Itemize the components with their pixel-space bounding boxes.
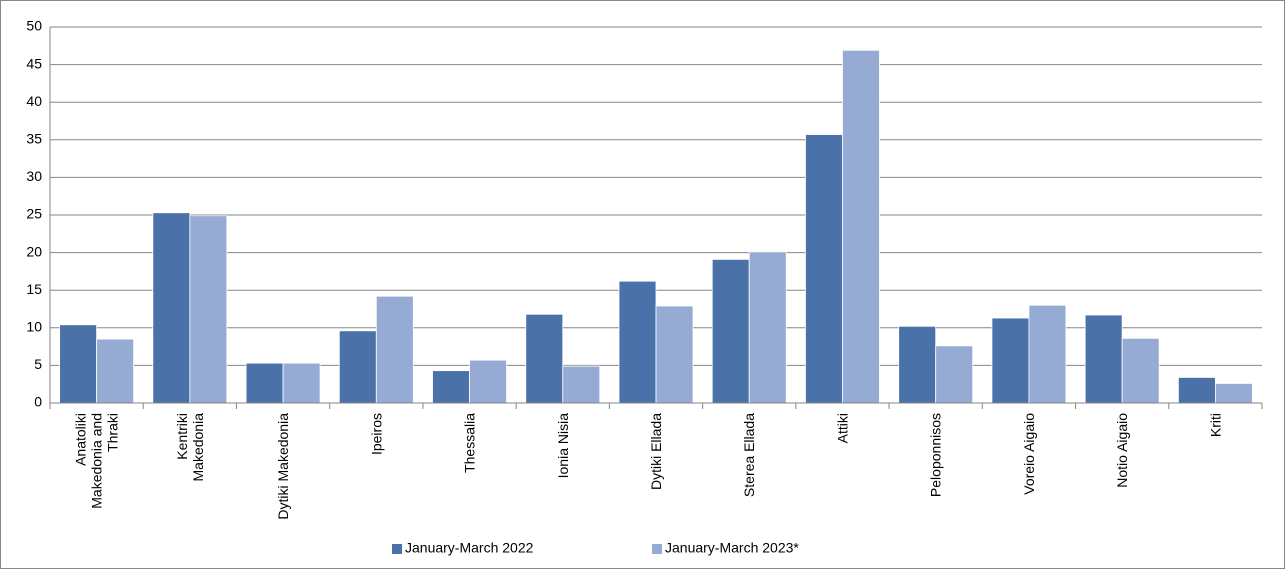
- bar: [1028, 304, 1067, 404]
- y-tick-label: 5: [34, 356, 42, 372]
- bar: [152, 212, 191, 404]
- legend-swatch: [392, 544, 402, 554]
- bar: [469, 359, 507, 404]
- x-tick-label: Dytiki Ellada: [648, 413, 664, 491]
- y-tick-label: 0: [34, 394, 42, 410]
- bar: [935, 345, 974, 404]
- x-tick-label: Kentriki Makedonia: [173, 413, 206, 482]
- x-tick-label: Dytiki Makedonia: [275, 413, 292, 520]
- bar: [748, 251, 787, 404]
- bar: [711, 258, 750, 404]
- bar: [245, 362, 284, 404]
- x-tick-label: Sterea Ellada: [741, 413, 758, 498]
- bar: [842, 49, 880, 404]
- bar: [1121, 337, 1160, 404]
- bar: [1177, 377, 1216, 404]
- bar: [59, 324, 98, 404]
- y-tick-label: 20: [26, 243, 42, 259]
- y-tick-label: 50: [26, 18, 42, 34]
- bar: [898, 325, 937, 404]
- x-tick-label: Attiki: [834, 413, 851, 444]
- bar: [1214, 383, 1253, 404]
- y-tick-label: 15: [26, 281, 42, 297]
- x-tick-label: Thessalia: [461, 413, 478, 473]
- bar: [525, 313, 564, 404]
- y-tick-label: 10: [26, 319, 42, 335]
- bar: [618, 280, 657, 404]
- bar: [338, 330, 377, 404]
- legend-swatch: [652, 544, 662, 554]
- x-tick-label: Kriti: [1207, 413, 1224, 438]
- bar: [189, 215, 228, 404]
- bar: [432, 370, 470, 404]
- y-tick-label: 35: [26, 131, 42, 147]
- bar: [282, 362, 321, 404]
- x-tick-label: Peloponnisos: [927, 413, 944, 498]
- bar: [805, 134, 843, 404]
- legend-label: January-March 2022: [405, 540, 534, 556]
- y-tick-label: 45: [26, 55, 42, 71]
- bar: [96, 338, 135, 404]
- bar: [562, 365, 601, 404]
- x-tick-label: Voreio Aigaio: [1020, 413, 1037, 495]
- y-tick-label: 25: [26, 206, 42, 222]
- bar: [1084, 314, 1123, 404]
- legend-label: January-March 2023*: [665, 540, 799, 556]
- bar: [655, 305, 694, 404]
- y-tick-label: 30: [26, 168, 42, 184]
- x-tick-label: Anatoliki Makedonia and Thraki: [72, 413, 121, 509]
- x-tick-label: Ionia Nisia: [554, 413, 571, 479]
- bar: [375, 295, 414, 404]
- bar: [991, 317, 1030, 404]
- x-tick-label: Ipeiros: [368, 413, 385, 456]
- y-tick-label: 40: [26, 93, 42, 109]
- x-tick-label: Notio Aigaio: [1114, 413, 1131, 488]
